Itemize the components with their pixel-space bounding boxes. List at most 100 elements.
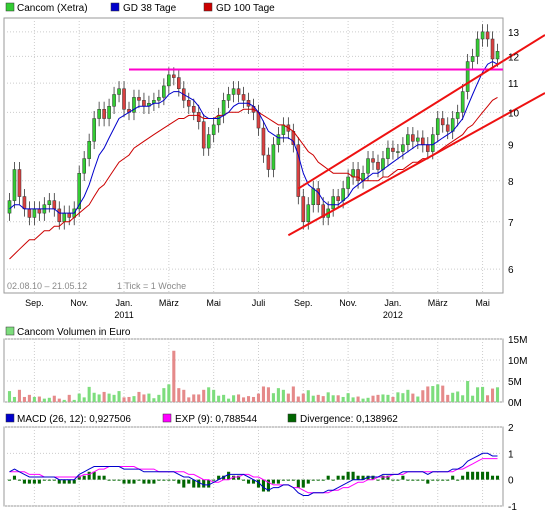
divergence-bar bbox=[456, 479, 460, 481]
candle bbox=[27, 208, 32, 218]
volume-bar bbox=[446, 394, 450, 402]
divergence-bar bbox=[381, 475, 385, 480]
candle bbox=[62, 212, 67, 223]
volume-bar bbox=[311, 395, 315, 402]
volume-bar bbox=[266, 387, 270, 402]
volume-bar bbox=[301, 393, 305, 402]
volume-bar bbox=[306, 390, 310, 402]
volume-bar bbox=[37, 396, 41, 402]
x-tick-label: Sep. bbox=[25, 298, 44, 308]
volume-bar bbox=[495, 387, 500, 402]
divergence-bar bbox=[17, 479, 21, 481]
candle bbox=[142, 100, 146, 107]
divergence-bar bbox=[251, 479, 256, 484]
candle bbox=[206, 134, 211, 149]
x-tick-year: 2012 bbox=[383, 310, 403, 320]
candle bbox=[236, 88, 241, 95]
divergence-bar bbox=[490, 475, 495, 480]
candle bbox=[167, 74, 171, 87]
volume-bar bbox=[17, 389, 21, 402]
volume-bar bbox=[296, 396, 300, 402]
price-legend: Cancom (Xetra) GD 38 Tage GD 100 Tage bbox=[5, 2, 275, 14]
volume-y-tick: 5M bbox=[508, 377, 522, 388]
volume-bar bbox=[241, 397, 246, 402]
volume-bar bbox=[490, 388, 495, 402]
candle bbox=[435, 118, 440, 135]
legend-swatch-gd38 bbox=[110, 2, 120, 12]
volume-y-tick: 15M bbox=[508, 335, 527, 346]
volume-bar bbox=[107, 393, 111, 402]
candle bbox=[401, 144, 405, 152]
volume-bar bbox=[152, 398, 156, 402]
divergence-bar bbox=[495, 475, 500, 480]
price-y-tick: 10 bbox=[508, 108, 520, 119]
date-range-label: 02.08.10 – 21.05.12 bbox=[7, 281, 87, 291]
x-tick-label: Sep. bbox=[294, 298, 313, 308]
volume-bar bbox=[47, 397, 51, 402]
divergence-bar bbox=[246, 479, 251, 484]
divergence-bar bbox=[202, 479, 206, 488]
volume-bar bbox=[416, 396, 420, 402]
legend-label-volume: Cancom Volumen in Euro bbox=[17, 327, 131, 338]
volume-bar bbox=[351, 397, 355, 402]
candle bbox=[216, 115, 221, 126]
divergence-bar bbox=[232, 475, 236, 480]
divergence-bar bbox=[47, 479, 51, 481]
candle bbox=[137, 97, 141, 101]
volume-bar bbox=[82, 397, 86, 402]
candle bbox=[465, 61, 470, 92]
candle bbox=[276, 134, 281, 145]
legend-label-price: Cancom (Xetra) bbox=[17, 3, 88, 14]
divergence-bar bbox=[157, 479, 161, 481]
divergence-bar bbox=[411, 479, 415, 481]
divergence-bar bbox=[172, 479, 176, 481]
candle bbox=[77, 172, 82, 210]
candle bbox=[162, 85, 166, 98]
candle bbox=[22, 196, 27, 210]
candle bbox=[475, 38, 480, 57]
volume-bar bbox=[246, 396, 251, 402]
volume-bar bbox=[336, 395, 340, 402]
volume-bar bbox=[142, 394, 146, 402]
divergence-bar bbox=[27, 479, 31, 484]
volume-bar bbox=[202, 389, 206, 402]
price-y-tick: 12 bbox=[508, 52, 520, 63]
divergence-bar bbox=[356, 475, 360, 480]
divergence-bar bbox=[67, 479, 71, 484]
divergence-bar bbox=[481, 471, 485, 480]
candle bbox=[416, 137, 420, 142]
divergence-bar bbox=[207, 479, 211, 488]
volume-bar bbox=[391, 396, 395, 402]
candle bbox=[316, 188, 321, 205]
candle bbox=[107, 106, 111, 119]
x-tick-label: März bbox=[159, 298, 179, 308]
price-y-axis: 6 7 8 9 10 11 12 13 bbox=[508, 28, 520, 276]
price-y-tick: 9 bbox=[508, 141, 514, 152]
volume-bar bbox=[356, 396, 360, 402]
divergence-bar bbox=[446, 479, 450, 481]
candle bbox=[346, 176, 350, 189]
divergence-bar bbox=[331, 479, 335, 481]
candle bbox=[425, 144, 430, 152]
divergence-bar bbox=[306, 479, 310, 484]
x-tick-year: 2011 bbox=[114, 310, 133, 320]
legend-swatch-price bbox=[5, 2, 15, 12]
price-y-tick: 6 bbox=[508, 265, 514, 276]
divergence-bar bbox=[167, 479, 171, 481]
legend-label-macd: MACD (26, 12): 0,927506 bbox=[17, 414, 131, 425]
candle bbox=[321, 204, 326, 218]
candle bbox=[231, 88, 236, 95]
volume-bar bbox=[132, 396, 136, 402]
divergence-bar bbox=[296, 479, 300, 488]
volume-bar bbox=[52, 395, 56, 402]
volume-bar bbox=[346, 393, 350, 402]
divergence-bar bbox=[321, 479, 325, 481]
divergence-bar bbox=[142, 479, 146, 484]
candle bbox=[381, 158, 385, 170]
divergence-bar bbox=[177, 479, 181, 484]
macd-y-tick: 0 bbox=[508, 476, 514, 487]
volume-bar bbox=[411, 393, 415, 402]
divergence-bar bbox=[197, 479, 201, 488]
divergence-bar bbox=[371, 475, 375, 480]
